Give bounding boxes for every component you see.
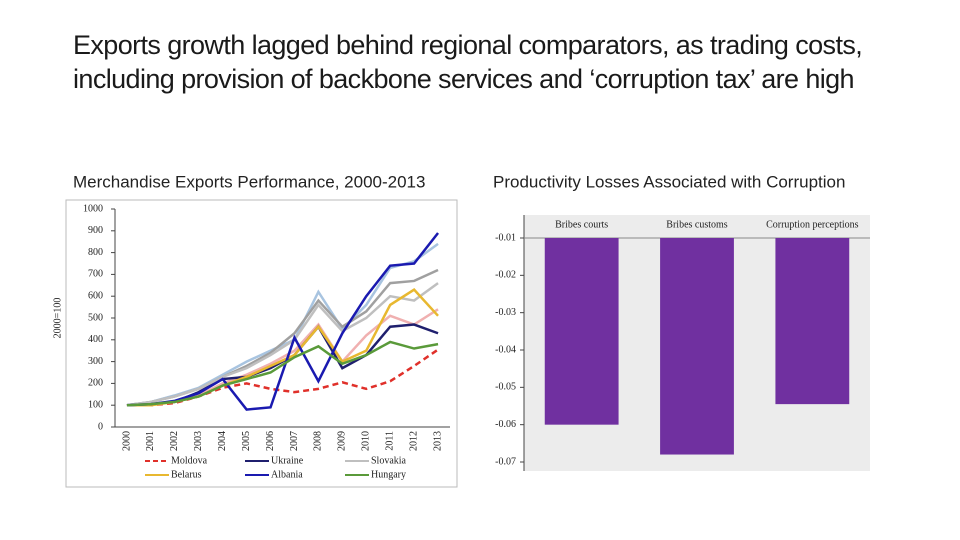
y-tick-label: 800 — [88, 247, 103, 258]
chart-title: Productivity Losses Associated with Corr… — [493, 172, 845, 191]
legend-label: Moldova — [171, 455, 208, 466]
category-label: Corruption perceptions — [766, 219, 859, 230]
slide-title: Exports growth lagged behind regional co… — [73, 30, 863, 94]
category-label: Bribes courts — [555, 219, 608, 230]
series-line — [126, 268, 439, 407]
y-tick-label: -0.04 — [495, 344, 516, 355]
y-tick-label: 1000 — [83, 203, 103, 214]
x-tick-label: 2013 — [432, 431, 443, 451]
y-tick-label: 700 — [88, 269, 103, 280]
y-tick-label: 500 — [88, 312, 103, 323]
x-tick-label: 2000 — [121, 431, 132, 451]
legend-label: Slovakia — [371, 455, 407, 466]
x-tick-label: 2009 — [337, 431, 348, 451]
x-tick-label: 2007 — [289, 431, 300, 451]
x-tick-label: 2010 — [361, 431, 372, 451]
x-tick-label: 2011 — [384, 431, 395, 451]
series-line — [126, 282, 439, 407]
y-tick-label: 300 — [88, 356, 103, 367]
x-tick-label: 2002 — [169, 431, 180, 451]
y-tick-label: -0.02 — [495, 270, 516, 281]
x-tick-label: 2001 — [145, 431, 156, 451]
y-tick-label: 100 — [88, 399, 103, 410]
y-tick-label: -0.03 — [495, 307, 516, 318]
x-tick-label: 2005 — [241, 431, 252, 451]
bar — [544, 238, 619, 425]
chart-title: Merchandise Exports Performance, 2000-20… — [73, 172, 425, 191]
series-line — [126, 340, 439, 407]
legend-label: Hungary — [371, 469, 406, 480]
series-line — [126, 308, 439, 407]
y-tick-label: 900 — [88, 225, 103, 236]
x-tick-label: 2004 — [217, 431, 228, 451]
y-tick-label: -0.07 — [495, 456, 516, 467]
series-line — [126, 232, 440, 411]
y-tick-label: -0.05 — [495, 382, 516, 393]
legend-label: Belarus — [171, 469, 202, 480]
x-tick-label: 2012 — [408, 431, 419, 451]
bar — [775, 238, 850, 405]
chart-frame — [65, 199, 458, 488]
category-label: Bribes customs — [666, 219, 727, 230]
y-tick-label: -0.06 — [495, 419, 516, 430]
x-tick-label: 2008 — [313, 431, 324, 451]
y-tick-label: 600 — [88, 290, 103, 301]
y-tick-label: -0.01 — [495, 232, 516, 243]
bar — [660, 238, 734, 455]
legend-label: Ukraine — [271, 455, 304, 466]
y-tick-label: 0 — [98, 421, 103, 432]
legend-label: Albania — [271, 469, 303, 480]
y-tick-label: 400 — [88, 334, 103, 345]
y-tick-label: 200 — [88, 378, 103, 389]
y-axis-label: 2000=100 — [52, 298, 63, 339]
x-tick-label: 2003 — [193, 431, 204, 451]
x-tick-label: 2006 — [265, 431, 276, 451]
